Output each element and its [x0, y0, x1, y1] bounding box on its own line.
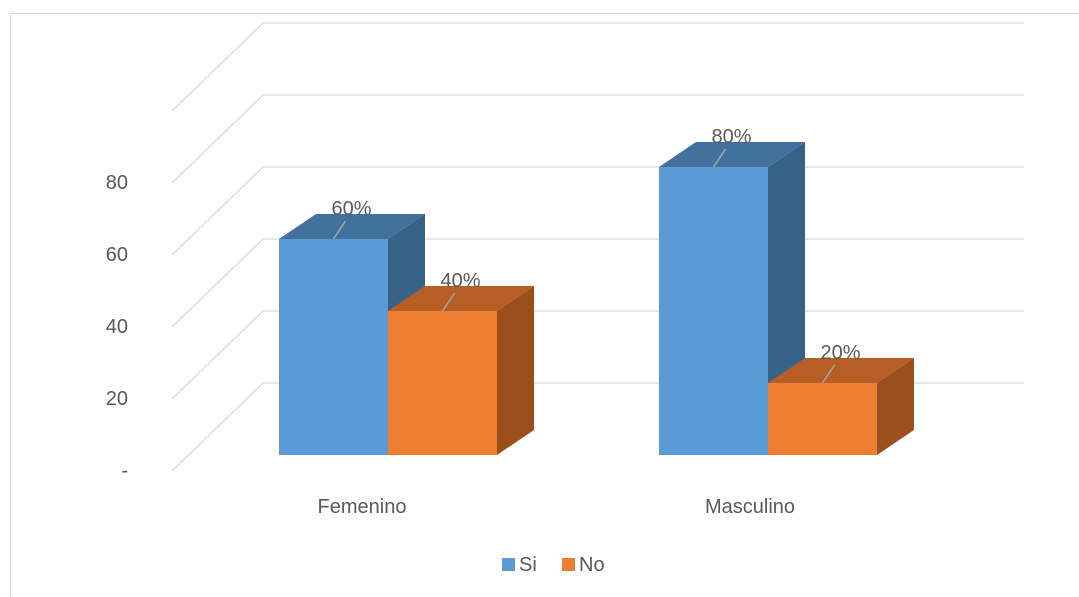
data-label-no-masculino: 20% — [820, 342, 861, 384]
bar-no-masculino — [768, 358, 914, 455]
svg-text:80%: 80% — [711, 126, 751, 148]
category-label: Femenino — [318, 496, 407, 518]
y-tick-label: - — [121, 460, 128, 482]
gridline-80 — [171, 94, 1024, 184]
bars — [279, 142, 914, 455]
category-label: Masculino — [705, 496, 795, 518]
data-label-si-masculino: 80% — [711, 126, 752, 168]
chart-frame — [10, 13, 1079, 597]
y-tick-label: 20 — [106, 388, 128, 410]
y-tick-label: 40 — [106, 316, 128, 338]
legend-label: No — [579, 554, 605, 576]
data-labels: 60% 40% 80% 20% — [331, 126, 861, 384]
legend-swatch — [562, 558, 575, 571]
legend-label: Si — [519, 554, 537, 576]
legend-swatch — [502, 558, 515, 571]
x-axis-categories: Femenino Masculino — [318, 496, 795, 518]
svg-text:40%: 40% — [440, 270, 480, 292]
y-tick-label: 60 — [106, 244, 128, 266]
data-label-no-femenino: 40% — [440, 270, 481, 312]
legend-item-no: No — [562, 554, 605, 576]
legend: Si No — [502, 554, 605, 576]
gridline-100 — [171, 22, 1024, 112]
svg-text:60%: 60% — [331, 198, 371, 220]
y-tick-label: 80 — [106, 172, 128, 194]
gridline-60 — [171, 166, 1024, 256]
gridlines — [171, 22, 1024, 472]
svg-text:20%: 20% — [820, 342, 860, 364]
legend-item-si: Si — [502, 554, 537, 576]
bar-no-femenino — [388, 286, 534, 455]
data-label-si-femenino: 60% — [331, 198, 372, 240]
y-axis-ticks: - 20 40 60 80 — [106, 172, 128, 482]
